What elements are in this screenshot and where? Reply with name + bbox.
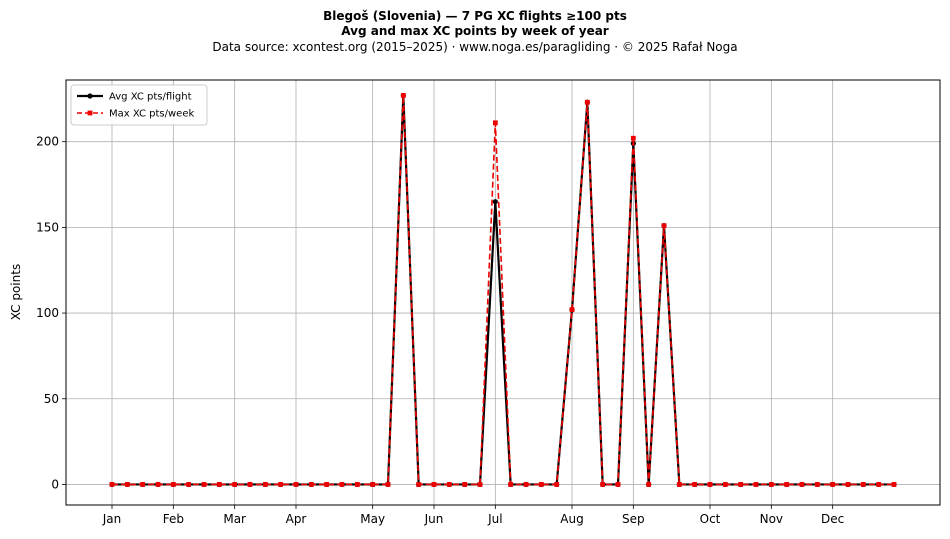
x-tick-label: Dec: [821, 512, 844, 526]
y-tick-label: 0: [51, 477, 59, 491]
data-point: [860, 482, 866, 487]
data-point: [768, 482, 774, 487]
legend-entry: Max XC pts/week: [77, 109, 194, 120]
data-point: [646, 482, 652, 487]
series-avg: [109, 92, 897, 488]
data-point: [830, 482, 836, 487]
y-tick-label: 50: [44, 392, 59, 406]
data-point: [661, 223, 667, 229]
chart-title: Blegoš (Slovenia) — 7 PG XC flights ≥100…: [323, 9, 627, 23]
data-point: [124, 482, 130, 487]
data-point: [308, 482, 314, 487]
data-point: [630, 135, 636, 141]
data-point: [784, 482, 790, 487]
data-point: [523, 482, 529, 487]
data-point: [186, 482, 192, 487]
data-point: [431, 482, 437, 487]
data-point: [753, 482, 759, 487]
data-point: [492, 199, 498, 205]
chart-title-block: Blegoš (Slovenia) — 7 PG XC flights ≥100…: [0, 9, 950, 55]
data-point: [370, 482, 376, 487]
y-tick-label: 150: [36, 220, 59, 234]
data-point: [109, 482, 115, 487]
chart-subtitle: Data source: xcontest.org (2015–2025) · …: [212, 40, 738, 54]
data-point: [738, 482, 744, 487]
y-axis-label: XC points: [9, 264, 23, 320]
data-point: [477, 482, 483, 487]
x-axis: Jan Feb Mar Apr May Jun Jul Aug Sep Oct Nov Dec: [102, 505, 844, 526]
y-axis: 0 50 100 150 200: [36, 135, 66, 491]
legend-box: [70, 84, 208, 126]
data-point: [324, 482, 330, 487]
data-point: [216, 482, 222, 487]
data-point: [170, 482, 176, 487]
data-point: [446, 482, 452, 487]
legend-entry: Avg XC pts/flight: [77, 92, 192, 103]
x-tick-label: Oct: [700, 512, 721, 526]
series-line: [112, 94, 894, 486]
series-max: [109, 93, 897, 487]
data-point: [707, 482, 713, 487]
data-point: [676, 482, 682, 487]
series-line: [112, 94, 894, 486]
legend-marker: [87, 93, 93, 99]
data-point: [845, 482, 851, 487]
data-point: [247, 482, 253, 487]
data-point: [814, 482, 820, 487]
data-point: [232, 482, 238, 487]
data-point: [400, 93, 406, 98]
data-point: [155, 482, 161, 487]
x-tick-label: May: [360, 512, 385, 526]
data-point: [891, 482, 897, 487]
x-tick-label: Sep: [622, 512, 645, 526]
x-tick-label: Mar: [223, 512, 246, 526]
data-point: [262, 482, 268, 487]
series-layer: [109, 92, 897, 488]
data-point: [293, 482, 299, 487]
y-tick-label: 200: [36, 135, 59, 149]
legend-marker: [87, 110, 93, 116]
x-tick-label: Jun: [424, 512, 444, 526]
data-point: [722, 482, 728, 487]
data-point: [385, 482, 391, 487]
data-point: [554, 482, 560, 487]
x-tick-label: Nov: [760, 512, 783, 526]
legend: Avg XC pts/flight Max XC pts/week: [70, 84, 208, 126]
plot-frame: [65, 79, 941, 506]
legend-label: Avg XC pts/flight: [109, 92, 192, 103]
x-tick-label: Aug: [560, 512, 583, 526]
data-point: [692, 482, 698, 487]
data-point: [492, 120, 498, 126]
data-point: [508, 482, 514, 487]
data-point: [354, 482, 360, 487]
data-point: [615, 482, 621, 487]
data-point: [201, 482, 207, 487]
data-point: [462, 482, 468, 487]
data-point: [584, 99, 590, 105]
chart-title-secondary: Avg and max XC points by week of year: [341, 24, 609, 38]
x-tick-label: Feb: [163, 512, 184, 526]
x-tick-label: Jan: [102, 512, 122, 526]
data-point: [140, 482, 146, 487]
data-point: [569, 307, 575, 313]
x-tick-label: Jul: [487, 512, 502, 526]
x-tick-label: Apr: [286, 512, 307, 526]
data-point: [600, 482, 606, 487]
data-point: [876, 482, 882, 487]
data-point: [278, 482, 284, 487]
data-point: [339, 482, 345, 487]
data-point: [416, 482, 422, 487]
legend-label: Max XC pts/week: [109, 109, 194, 120]
y-tick-label: 100: [36, 306, 59, 320]
grid-lines: [66, 80, 940, 505]
data-point: [538, 482, 544, 487]
data-point: [799, 482, 805, 487]
